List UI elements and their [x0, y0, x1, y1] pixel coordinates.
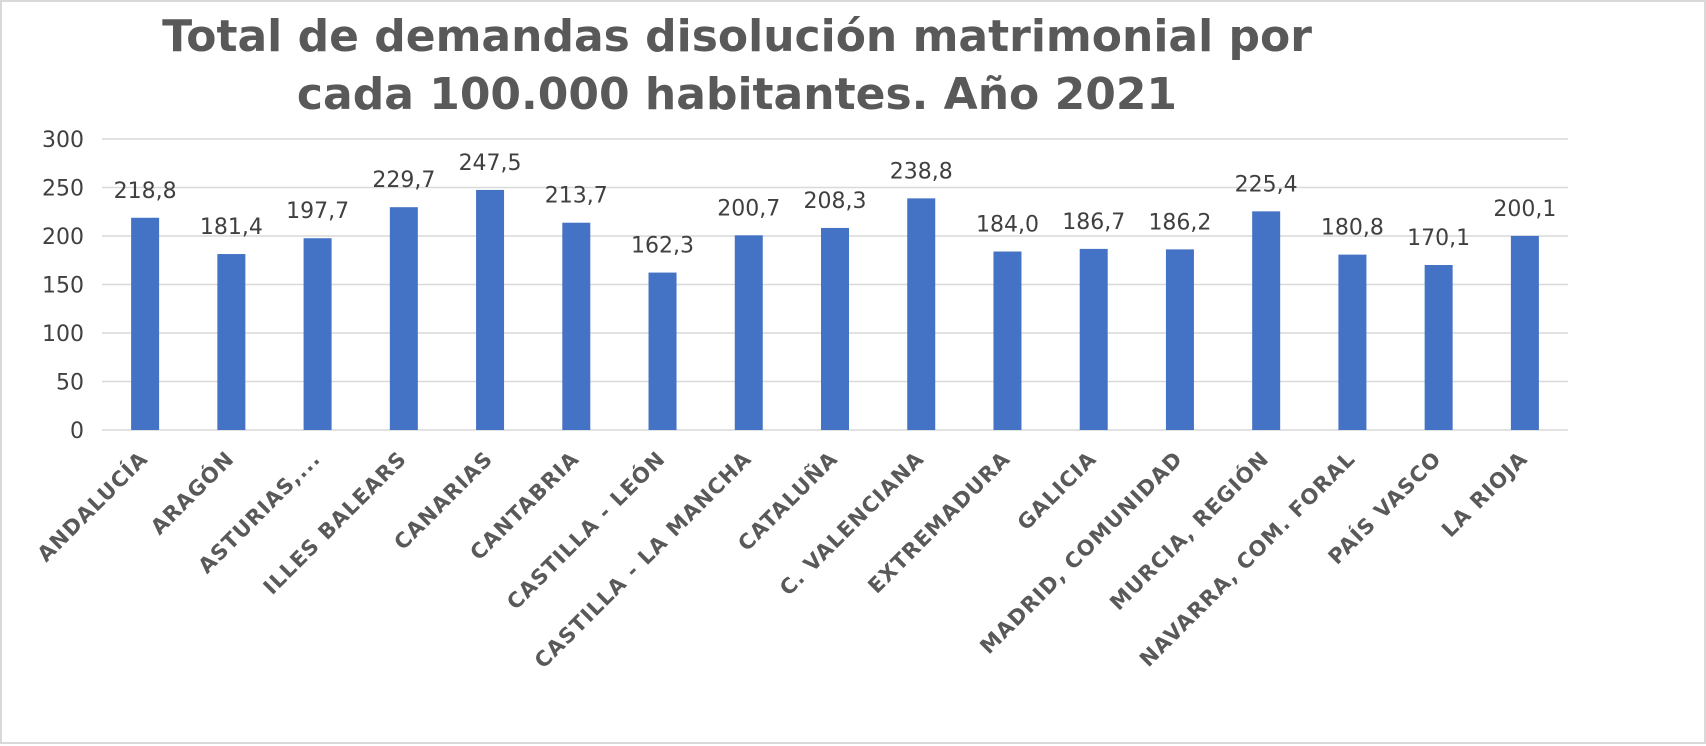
bar	[217, 254, 246, 430]
y-tick-label: 0	[70, 419, 84, 444]
y-tick-label: 200	[42, 225, 84, 250]
data-label: 200,1	[1493, 197, 1556, 222]
data-label: 197,7	[286, 199, 349, 224]
data-label: 180,8	[1321, 216, 1384, 241]
category-label: GALICIA	[1013, 447, 1102, 536]
data-label: 208,3	[804, 189, 867, 214]
data-label: 238,8	[890, 159, 953, 184]
y-tick-label: 250	[42, 177, 84, 202]
bar	[1252, 211, 1281, 430]
category-label: EXTREMADURA	[863, 447, 1015, 599]
data-label: 225,4	[1235, 172, 1298, 197]
bar	[389, 207, 418, 430]
bar	[993, 251, 1022, 430]
category-label: ANDALUCÍA	[32, 446, 153, 567]
bar	[1510, 235, 1539, 430]
category-label: LA RIOJA	[1437, 447, 1532, 542]
data-label: 186,7	[1062, 210, 1125, 235]
category-label: ARAGÓN	[145, 446, 239, 540]
bar	[303, 238, 332, 430]
bar	[1338, 254, 1367, 430]
chart-title: Total de demandas disolución matrimonial…	[162, 11, 1312, 120]
category-label: CASTILLA - LEÓN	[501, 446, 670, 615]
y-tick-label: 100	[42, 322, 84, 347]
data-label: 218,8	[114, 179, 177, 204]
bar	[821, 227, 849, 430]
data-label: 213,7	[545, 184, 608, 209]
bar	[734, 235, 763, 430]
data-label: 247,5	[459, 151, 522, 176]
y-axis-ticks: 0 50 100 150 200 250 300	[42, 128, 84, 444]
category-label: MURCIA, REGIÓN	[1105, 446, 1274, 615]
bar	[476, 189, 505, 430]
y-tick-label: 50	[56, 371, 84, 396]
data-label: 162,3	[631, 234, 694, 259]
data-label: 170,1	[1407, 226, 1470, 251]
bar	[1165, 249, 1194, 430]
bars	[131, 189, 1539, 430]
y-tick-label: 300	[42, 128, 84, 153]
data-label: 181,4	[200, 215, 263, 240]
category-label: C. VALENCIANA	[775, 447, 929, 601]
bar	[1424, 265, 1453, 430]
bar	[562, 222, 591, 430]
y-tick-label: 150	[42, 274, 84, 299]
bar	[1079, 248, 1108, 430]
data-label: 186,2	[1148, 210, 1211, 235]
category-label: ILLES BALEARS	[259, 447, 412, 600]
data-label: 229,7	[372, 168, 435, 193]
bar	[131, 217, 160, 430]
data-labels: 218,8 181,4 197,7 229,7 247,5 213,7 162,3 200,7…	[114, 151, 1557, 259]
data-label: 200,7	[717, 196, 780, 221]
data-label: 184,0	[976, 213, 1039, 238]
bar	[907, 198, 936, 430]
bar	[648, 272, 677, 430]
